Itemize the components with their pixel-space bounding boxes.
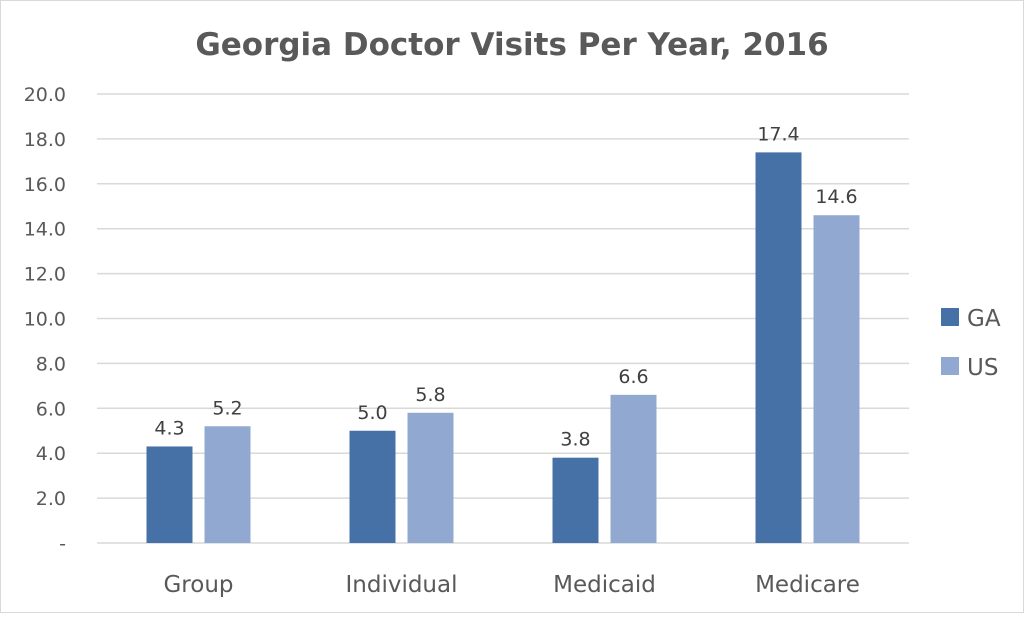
y-tick-label: -: [59, 533, 66, 555]
data-label: 17.4: [757, 123, 799, 145]
bar-ga-medicaid: [552, 457, 599, 543]
bar-us-group: [204, 426, 251, 543]
y-tick-label: 4.0: [36, 443, 66, 465]
data-label: 5.8: [415, 384, 445, 406]
x-tick-label: Group: [163, 572, 233, 598]
data-label: 4.3: [154, 417, 184, 439]
bar-ga-individual: [349, 430, 396, 543]
data-label: 5.2: [212, 397, 242, 419]
y-axis: - 2.0 4.0 6.0 8.0 10.0 12.0 14.0 16.0 18.0 20.0: [24, 84, 66, 555]
data-label: 3.8: [560, 429, 590, 451]
bar-us-individual: [407, 412, 454, 543]
y-tick-label: 8.0: [36, 353, 66, 375]
legend-swatch-us: [941, 357, 959, 375]
y-tick-label: 16.0: [24, 174, 66, 196]
bar-ga-group: [146, 446, 193, 543]
data-label: 14.6: [815, 186, 857, 208]
bar-us-medicare: [813, 215, 860, 544]
bar-ga-medicare: [755, 152, 802, 543]
y-tick-label: 20.0: [24, 84, 66, 106]
data-label: 5.0: [357, 402, 387, 424]
y-tick-label: 6.0: [36, 398, 66, 420]
x-axis: Group Individual Medicaid Medicare: [163, 572, 859, 598]
legend-label: US: [967, 355, 998, 381]
chart-title: Georgia Doctor Visits Per Year, 2016: [195, 27, 828, 63]
y-tick-label: 2.0: [36, 488, 66, 510]
data-label: 6.6: [618, 366, 648, 388]
y-tick-label: 12.0: [24, 264, 66, 286]
legend-swatch-ga: [941, 308, 959, 326]
x-tick-label: Medicare: [755, 572, 860, 598]
y-tick-label: 10.0: [24, 309, 66, 331]
y-tick-label: 14.0: [24, 219, 66, 241]
bar-us-medicaid: [610, 394, 657, 543]
data-labels: 4.3 5.2 5.0 5.8 3.8 6.6 17.4 14.6: [154, 123, 857, 450]
legend-label: GA: [967, 306, 1001, 332]
x-tick-label: Medicaid: [553, 572, 656, 598]
bars: [146, 152, 860, 544]
x-tick-label: Individual: [345, 572, 457, 598]
y-tick-label: 18.0: [24, 129, 66, 151]
legend: GA US: [941, 306, 1001, 381]
